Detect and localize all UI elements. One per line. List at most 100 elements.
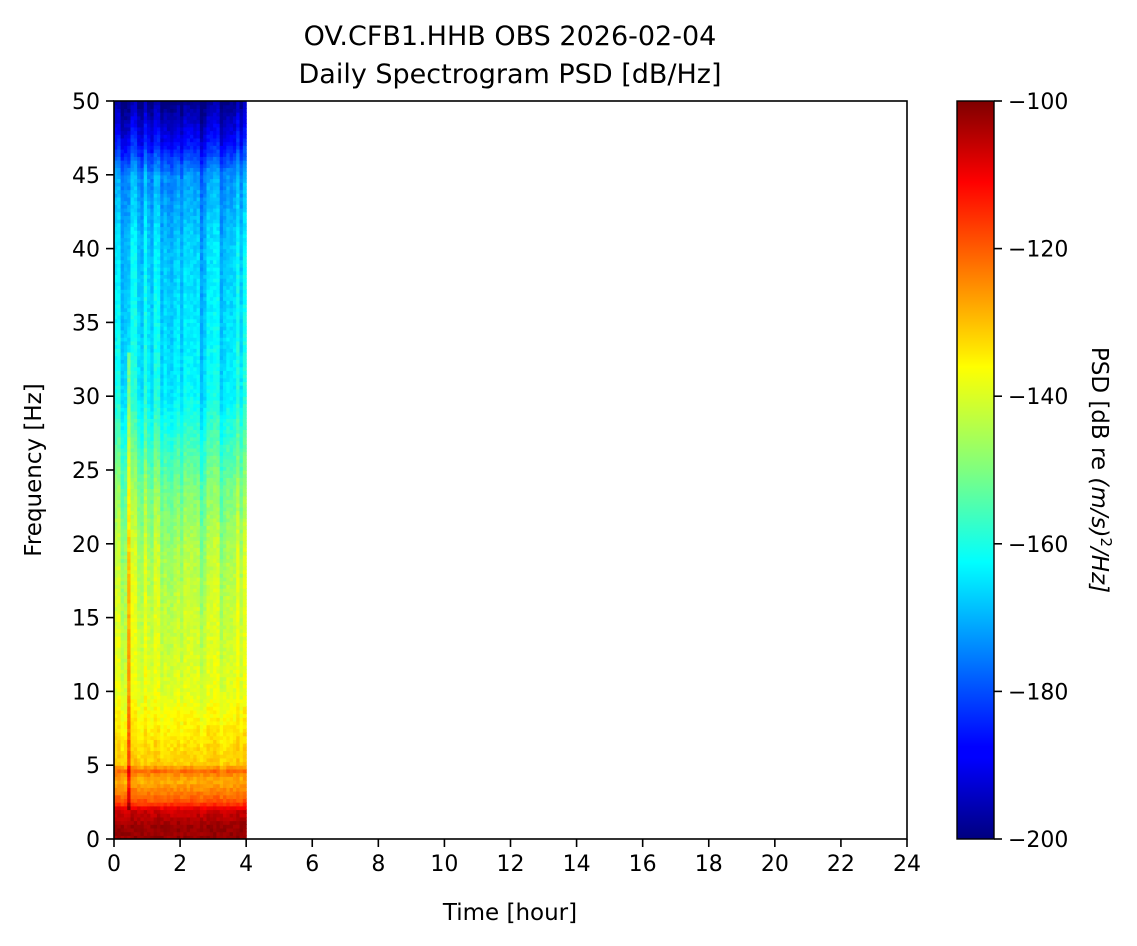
- heatmap-cell: [190, 743, 194, 748]
- heatmap-cell: [170, 632, 175, 637]
- heatmap-cell: [153, 536, 158, 541]
- heatmap-cell: [193, 370, 198, 375]
- heatmap-cell: [186, 156, 191, 161]
- heatmap-cell: [147, 680, 151, 685]
- heatmap-cell: [133, 130, 138, 135]
- heatmap-cell: [130, 757, 135, 763]
- heatmap-cell: [130, 484, 135, 490]
- heatmap-cell: [183, 503, 188, 508]
- heatmap-cell: [130, 292, 135, 298]
- heatmap-cell: [117, 208, 122, 213]
- heatmap-cell: [193, 728, 198, 733]
- heatmap-cell: [193, 174, 198, 180]
- heatmap-cell: [180, 211, 184, 216]
- heatmap-cell: [147, 381, 151, 386]
- heatmap-cell: [123, 495, 128, 501]
- heatmap-cell: [130, 580, 135, 585]
- heatmap-cell: [153, 333, 158, 338]
- heatmap-cell: [153, 791, 158, 796]
- heatmap-cell: [156, 728, 161, 733]
- heatmap-cell: [123, 765, 128, 770]
- heatmap-cell: [186, 591, 191, 597]
- heatmap-cell: [180, 340, 184, 346]
- heatmap-cell: [137, 754, 142, 759]
- heatmap-cell: [143, 669, 148, 674]
- heatmap-cell: [180, 569, 184, 574]
- heatmap-cell: [117, 458, 122, 464]
- heatmap-cell: [186, 831, 191, 836]
- heatmap-cell: [123, 112, 128, 117]
- heatmap-cell: [133, 684, 138, 689]
- heatmap-cell: [130, 584, 135, 589]
- heatmap-cell: [114, 779, 118, 785]
- heatmap-cell: [133, 809, 138, 814]
- heatmap-cell: [133, 178, 138, 183]
- heatmap-cell: [153, 248, 158, 253]
- heatmap-cell: [137, 182, 142, 187]
- heatmap-cell: [140, 643, 145, 648]
- heatmap-cell: [140, 222, 145, 228]
- heatmap-cell: [147, 355, 151, 360]
- heatmap-cell: [173, 536, 178, 541]
- heatmap-cell: [170, 126, 175, 132]
- heatmap-cell: [166, 484, 171, 490]
- heatmap-cell: [117, 322, 122, 327]
- heatmap-cell: [173, 104, 178, 109]
- heatmap-cell: [183, 735, 188, 740]
- heatmap-cell: [153, 189, 158, 194]
- heatmap-cell: [123, 219, 128, 224]
- heatmap-cell: [117, 521, 122, 526]
- heatmap-cell: [130, 816, 135, 822]
- heatmap-cell: [153, 743, 158, 748]
- heatmap-cell: [156, 543, 161, 549]
- heatmap-cell: [170, 215, 175, 220]
- heatmap-cell: [137, 665, 142, 670]
- heatmap-cell: [190, 429, 194, 434]
- heatmap-cell: [170, 743, 175, 748]
- heatmap-cell: [153, 754, 158, 759]
- heatmap-cell: [147, 255, 151, 261]
- heatmap-cell: [150, 303, 155, 309]
- heatmap-cell: [163, 643, 168, 648]
- heatmap-cell: [193, 259, 198, 264]
- heatmap-cell: [166, 720, 171, 726]
- heatmap-cell: [127, 617, 132, 622]
- heatmap-cell: [150, 584, 155, 589]
- heatmap-cell: [176, 661, 181, 667]
- heatmap-cell: [190, 344, 194, 349]
- heatmap-cell: [173, 731, 178, 737]
- heatmap-cell: [170, 540, 175, 545]
- heatmap-cell: [130, 193, 135, 198]
- heatmap-cell: [193, 514, 198, 519]
- heatmap-cell: [150, 831, 155, 836]
- heatmap-cell: [160, 532, 165, 538]
- heatmap-cell: [173, 506, 178, 512]
- heatmap-cell: [163, 577, 168, 582]
- heatmap-cell: [166, 104, 171, 109]
- heatmap-cell: [123, 259, 128, 264]
- heatmap-cell: [163, 687, 168, 692]
- heatmap-cell: [143, 171, 148, 176]
- heatmap-cell: [186, 521, 191, 526]
- heatmap-cell: [193, 462, 198, 467]
- heatmap-cell: [173, 215, 178, 220]
- heatmap-cell: [114, 289, 118, 294]
- heatmap-cell: [180, 809, 184, 814]
- heatmap-cell: [133, 517, 138, 523]
- heatmap-cell: [156, 665, 161, 670]
- heatmap-cell: [133, 765, 138, 770]
- heatmap-cell: [150, 244, 155, 250]
- heatmap-cell: [120, 403, 125, 408]
- heatmap-cell: [117, 344, 122, 349]
- heatmap-cell: [117, 551, 122, 556]
- heatmap-cell: [153, 396, 158, 401]
- heatmap-cell: [114, 624, 118, 630]
- heatmap-cell: [186, 599, 191, 604]
- heatmap-cell: [133, 658, 138, 663]
- heatmap-cell: [143, 222, 148, 228]
- heatmap-cell: [120, 193, 125, 198]
- heatmap-cell: [160, 488, 165, 493]
- heatmap-cell: [193, 281, 198, 287]
- heatmap-cell: [163, 624, 168, 630]
- heatmap-cell: [190, 137, 194, 143]
